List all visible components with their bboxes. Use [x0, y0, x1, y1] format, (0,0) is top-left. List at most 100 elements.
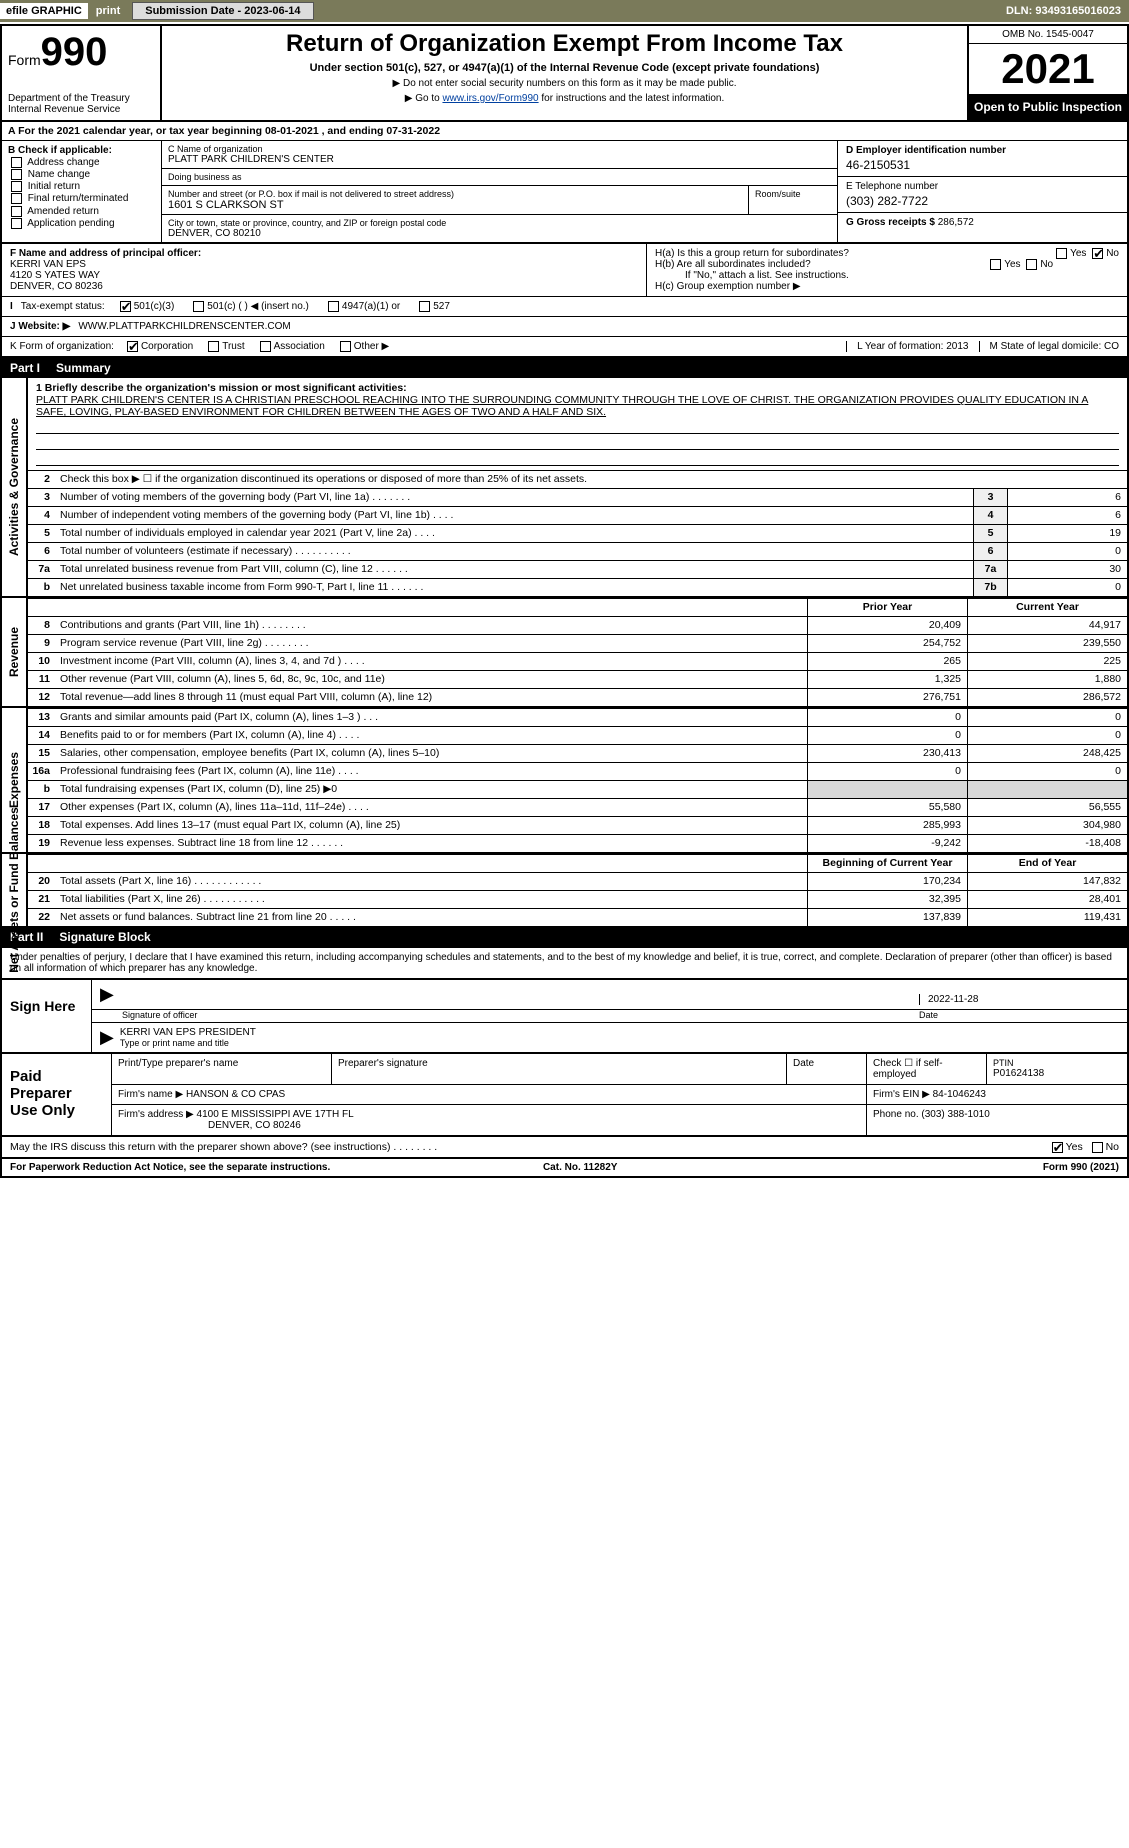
rev-side-label: Revenue — [7, 627, 21, 677]
room-suite-cell: Room/suite — [749, 186, 837, 214]
summary-line-4: 4Number of independent voting members of… — [28, 506, 1127, 524]
form-subtitle: Under section 501(c), 527, or 4947(a)(1)… — [172, 62, 957, 74]
principal-officer: F Name and address of principal officer:… — [2, 244, 647, 296]
summary-line-9: 9Program service revenue (Part VIII, lin… — [28, 634, 1127, 652]
efile-label: efile GRAPHIC — [0, 3, 88, 19]
summary-line-6: 6Total number of volunteers (estimate if… — [28, 542, 1127, 560]
summary-line-15: 15Salaries, other compensation, employee… — [28, 744, 1127, 762]
chk-address-change[interactable]: Address change — [8, 157, 155, 168]
row-j-website: J Website: ▶ WWW.PLATTPARKCHILDRENSCENTE… — [2, 317, 1127, 337]
summary-line-16a: 16aProfessional fundraising fees (Part I… — [28, 762, 1127, 780]
summary-line-8: 8Contributions and grants (Part VIII, li… — [28, 616, 1127, 634]
state-domicile: M State of legal domicile: CO — [979, 341, 1120, 352]
chk-association[interactable] — [260, 341, 271, 352]
chk-527[interactable] — [419, 301, 430, 312]
summary-line-7a: 7aTotal unrelated business revenue from … — [28, 560, 1127, 578]
form-number: Form990 — [8, 30, 154, 75]
part-i-expenses: Expenses 13Grants and similar amounts pa… — [2, 708, 1127, 854]
form-note-link: ▶ Go to www.irs.gov/Form990 for instruct… — [172, 93, 957, 104]
chk-corporation[interactable] — [127, 341, 138, 352]
gross-receipts-cell: G Gross receipts $ 286,572 — [838, 213, 1127, 232]
col-eoy: End of Year — [967, 855, 1127, 872]
summary-line-11: 11Other revenue (Part VIII, column (A), … — [28, 670, 1127, 688]
sign-arrow-icon-2: ▶ — [100, 1027, 114, 1048]
col-boy: Beginning of Current Year — [807, 855, 967, 872]
gov-side-label: Activities & Governance — [7, 418, 21, 556]
hb-yes[interactable] — [990, 259, 1001, 270]
chk-4947[interactable] — [328, 301, 339, 312]
row-a-tax-year: A For the 2021 calendar year, or tax yea… — [2, 122, 1127, 141]
penalty-statement: Under penalties of perjury, I declare th… — [2, 947, 1127, 978]
chk-application-pending[interactable]: Application pending — [8, 218, 155, 229]
mission-text: PLATT PARK CHILDREN'S CENTER IS A CHRIST… — [36, 394, 1119, 418]
tax-year: 2021 — [969, 44, 1127, 94]
discuss-row: May the IRS discuss this return with the… — [2, 1137, 1127, 1159]
self-employed-chk[interactable]: Check ☐ if self-employed — [867, 1054, 987, 1084]
phone-cell: E Telephone number (303) 282-7722 — [838, 177, 1127, 213]
summary-line-13: 13Grants and similar amounts paid (Part … — [28, 708, 1127, 726]
summary-line-b: bTotal fundraising expenses (Part IX, co… — [28, 780, 1127, 798]
org-name-cell: C Name of organization PLATT PARK CHILDR… — [162, 141, 837, 169]
dln-label: DLN: 93493165016023 — [1006, 5, 1129, 17]
city-cell: City or town, state or province, country… — [162, 215, 837, 242]
part-i-governance: Activities & Governance 1 Briefly descri… — [2, 378, 1127, 598]
firm-name-cell: Firm's name ▶ HANSON & CO CPAS — [112, 1085, 867, 1104]
line-2: Check this box ▶ ☐ if the organization d… — [56, 471, 1127, 488]
website-value: WWW.PLATTPARKCHILDRENSCENTER.COM — [78, 321, 290, 332]
form-note-ssn: ▶ Do not enter social security numbers o… — [172, 78, 957, 89]
open-inspection-badge: Open to Public Inspection — [969, 94, 1127, 120]
part-ii-header: Part II Signature Block — [2, 927, 1127, 947]
discuss-no[interactable] — [1092, 1142, 1103, 1153]
firm-ein-cell: Firm's EIN ▶ 84-1046243 — [867, 1085, 1127, 1104]
part-i-netassets: Net Assets or Fund Balances Beginning of… — [2, 854, 1127, 927]
summary-line-20: 20Total assets (Part X, line 16) . . . .… — [28, 872, 1127, 890]
summary-line-3: 3Number of voting members of the governi… — [28, 488, 1127, 506]
dba-cell: Doing business as — [162, 169, 837, 186]
section-h: H(a) Is this a group return for subordin… — [647, 244, 1127, 296]
gross-receipts-value: 286,572 — [938, 217, 974, 228]
col-current-year: Current Year — [967, 599, 1127, 616]
chk-trust[interactable] — [208, 341, 219, 352]
chk-initial-return[interactable]: Initial return — [8, 181, 155, 192]
discuss-yes[interactable] — [1052, 1142, 1063, 1153]
summary-line-17: 17Other expenses (Part IX, column (A), l… — [28, 798, 1127, 816]
entity-block: B Check if applicable: Address change Na… — [2, 141, 1127, 244]
irs-link[interactable]: www.irs.gov/Form990 — [442, 93, 538, 104]
chk-amended-return[interactable]: Amended return — [8, 206, 155, 217]
sign-arrow-icon: ▶ — [100, 984, 114, 1005]
net-side-label: Net Assets or Fund Balances — [7, 807, 21, 973]
ha-yes[interactable] — [1056, 248, 1067, 259]
summary-line-14: 14Benefits paid to or for members (Part … — [28, 726, 1127, 744]
paid-preparer-block: Paid Preparer Use Only Print/Type prepar… — [2, 1052, 1127, 1137]
footer-form: Form 990 (2021) — [1043, 1162, 1119, 1173]
hb-no[interactable] — [1026, 259, 1037, 270]
chk-final-return[interactable]: Final return/terminated — [8, 193, 155, 204]
year-formation: L Year of formation: 2013 — [846, 341, 978, 352]
treasury-label: Department of the Treasury Internal Reve… — [8, 93, 154, 115]
exp-side-label: Expenses — [7, 752, 21, 808]
summary-line-21: 21Total liabilities (Part X, line 26) . … — [28, 890, 1127, 908]
phone-value: (303) 282-7722 — [846, 194, 1119, 208]
sign-here-block: Sign Here ▶ 2022-11-28 Signature of offi… — [2, 978, 1127, 1052]
officer-name: KERRI VAN EPS PRESIDENT — [120, 1027, 1119, 1038]
chk-name-change[interactable]: Name change — [8, 169, 155, 180]
ha-no[interactable] — [1092, 248, 1103, 259]
row-k-l: K Form of organization: Corporation Trus… — [2, 337, 1127, 358]
footer-left: For Paperwork Reduction Act Notice, see … — [10, 1162, 330, 1173]
print-link[interactable]: print — [88, 3, 128, 19]
preparer-sig-hdr: Preparer's signature — [332, 1054, 787, 1084]
row-f-h: F Name and address of principal officer:… — [2, 244, 1127, 297]
chk-501c3[interactable] — [120, 301, 131, 312]
org-name: PLATT PARK CHILDREN'S CENTER — [168, 154, 831, 165]
firm-phone-cell: Phone no. (303) 388-1010 — [867, 1105, 1127, 1135]
section-b-checkboxes: B Check if applicable: Address change Na… — [2, 141, 162, 242]
submission-date-button[interactable]: Submission Date - 2023-06-14 — [132, 2, 313, 20]
part-i-header: Part I Summary — [2, 358, 1127, 378]
chk-501c[interactable] — [193, 301, 204, 312]
page-footer: For Paperwork Reduction Act Notice, see … — [2, 1159, 1127, 1176]
efile-topbar: efile GRAPHIC print Submission Date - 20… — [0, 0, 1129, 22]
chk-other[interactable] — [340, 341, 351, 352]
summary-line-10: 10Investment income (Part VIII, column (… — [28, 652, 1127, 670]
mission-block: 1 Briefly describe the organization's mi… — [28, 378, 1127, 470]
summary-line-19: 19Revenue less expenses. Subtract line 1… — [28, 834, 1127, 852]
